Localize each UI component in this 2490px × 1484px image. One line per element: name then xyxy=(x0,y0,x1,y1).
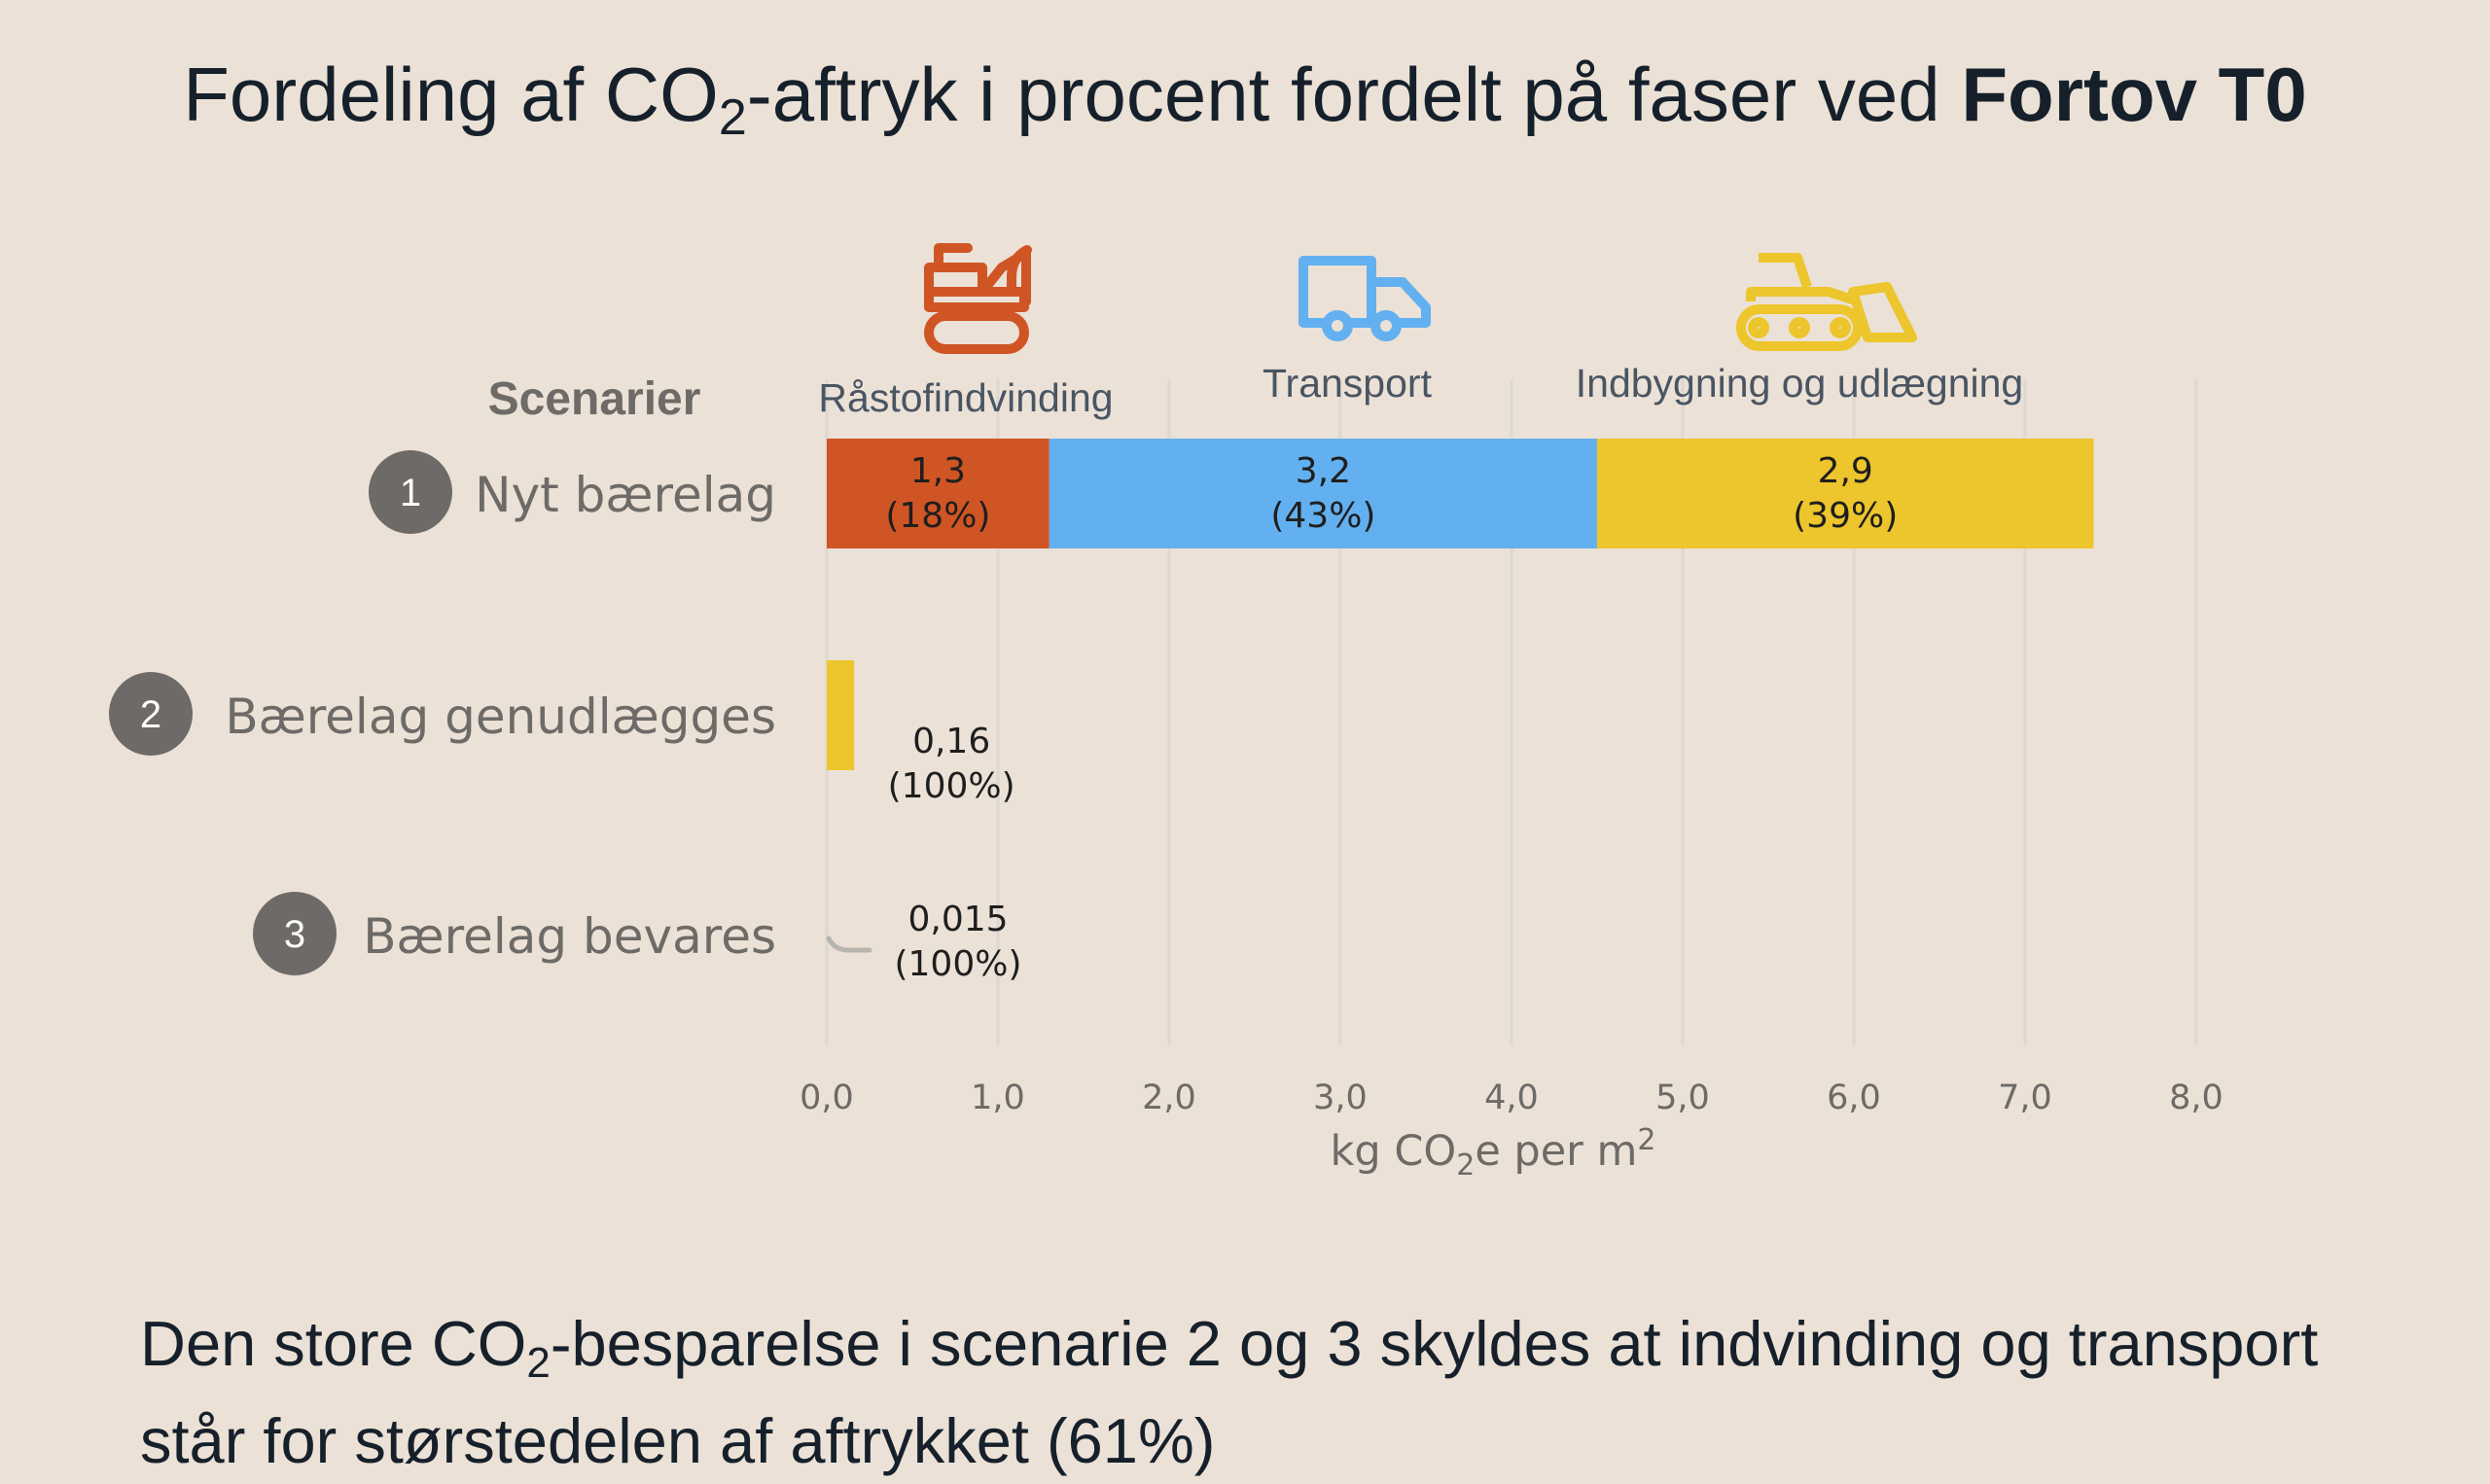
scenario-name: Nyt bærelag xyxy=(475,467,776,523)
data-label: 2,9 (39%) xyxy=(1793,451,1898,536)
x-axis-ticks: 0,0 1,0 2,0 3,0 4,0 5,0 6,0 7,0 8,0 xyxy=(800,1078,2223,1117)
x-tick-label: 1,0 xyxy=(971,1078,1025,1117)
x-tick-label: 2,0 xyxy=(1142,1078,1196,1117)
x-tick-label: 6,0 xyxy=(1827,1078,1881,1117)
x-tick-label: 4,0 xyxy=(1484,1078,1539,1117)
chart-title: Fordeling af CO2-aftryk i procent fordel… xyxy=(183,52,2307,146)
data-label: 0,015 (100%) xyxy=(894,900,1021,984)
scenario-1-label: 1 Nyt bærelag xyxy=(369,450,776,534)
y-axis-header: Scenarier xyxy=(488,373,701,425)
scenario-badge xyxy=(253,892,337,975)
scenario-badge xyxy=(369,450,452,534)
legend-raastofindvinding: Råstofindvinding xyxy=(818,375,1113,420)
scenario-3-label: 3 Bærelag bevares xyxy=(253,892,776,975)
x-tick-label: 5,0 xyxy=(1655,1078,1710,1117)
x-tick-label: 8,0 xyxy=(2169,1078,2223,1117)
bar-segment-bulldozer-scenario-2 xyxy=(827,660,855,770)
title-emphasis: Fortov T0 xyxy=(1961,52,2307,137)
bar-segment-truck-scenario-1 xyxy=(1049,439,1597,548)
x-tick-label: 3,0 xyxy=(1313,1078,1368,1117)
data-label: 0,16 (100%) xyxy=(888,722,1015,806)
segment-labels: 1,3 (18%) 3,2 (43%) 2,9 (39%) 0,16 (100%) 0,015(… xyxy=(885,451,1898,984)
footnote-line-2: står for størstedelen af aftrykket (61%) xyxy=(140,1405,1216,1476)
tiny-bar-scenario-3 xyxy=(826,936,872,953)
data-label: 1,3 (18%) xyxy=(885,451,990,536)
data-label: 3,2 (43%) xyxy=(1270,451,1375,536)
bar-segment-bulldozer-scenario-1 xyxy=(1597,439,2094,548)
scenario-name: Bærelag bevares xyxy=(363,908,776,965)
scenario-name: Bærelag genudlægges xyxy=(225,689,776,745)
truck-icon xyxy=(1298,256,1431,341)
bar-segment-excavator-scenario-1 xyxy=(827,439,1049,548)
legend-transport: Transport xyxy=(1263,361,1433,406)
x-axis-title: kg CO2e per m2 xyxy=(1330,1123,1655,1183)
bulldozer-icon xyxy=(1736,253,1917,351)
x-tick-label: 7,0 xyxy=(1998,1078,2052,1117)
scenario-badge xyxy=(109,672,193,756)
bars xyxy=(826,439,2094,953)
footnote: Den store CO2-besparelse i scenarie 2 og… xyxy=(140,1308,2319,1476)
excavator-icon xyxy=(924,243,1032,354)
scenario-number: 2 xyxy=(140,693,161,736)
scenario-2-label: 2 Bærelag genudlægges xyxy=(109,672,776,756)
scenario-number: 3 xyxy=(284,913,305,956)
legend-indbygning: Indbygning og udlægning xyxy=(1576,361,2024,406)
x-tick-label: 0,0 xyxy=(800,1078,854,1117)
stacked-bar-chart: Råstofindvinding Transport Indbygning og… xyxy=(109,243,2223,1183)
scenario-number: 1 xyxy=(400,472,421,514)
